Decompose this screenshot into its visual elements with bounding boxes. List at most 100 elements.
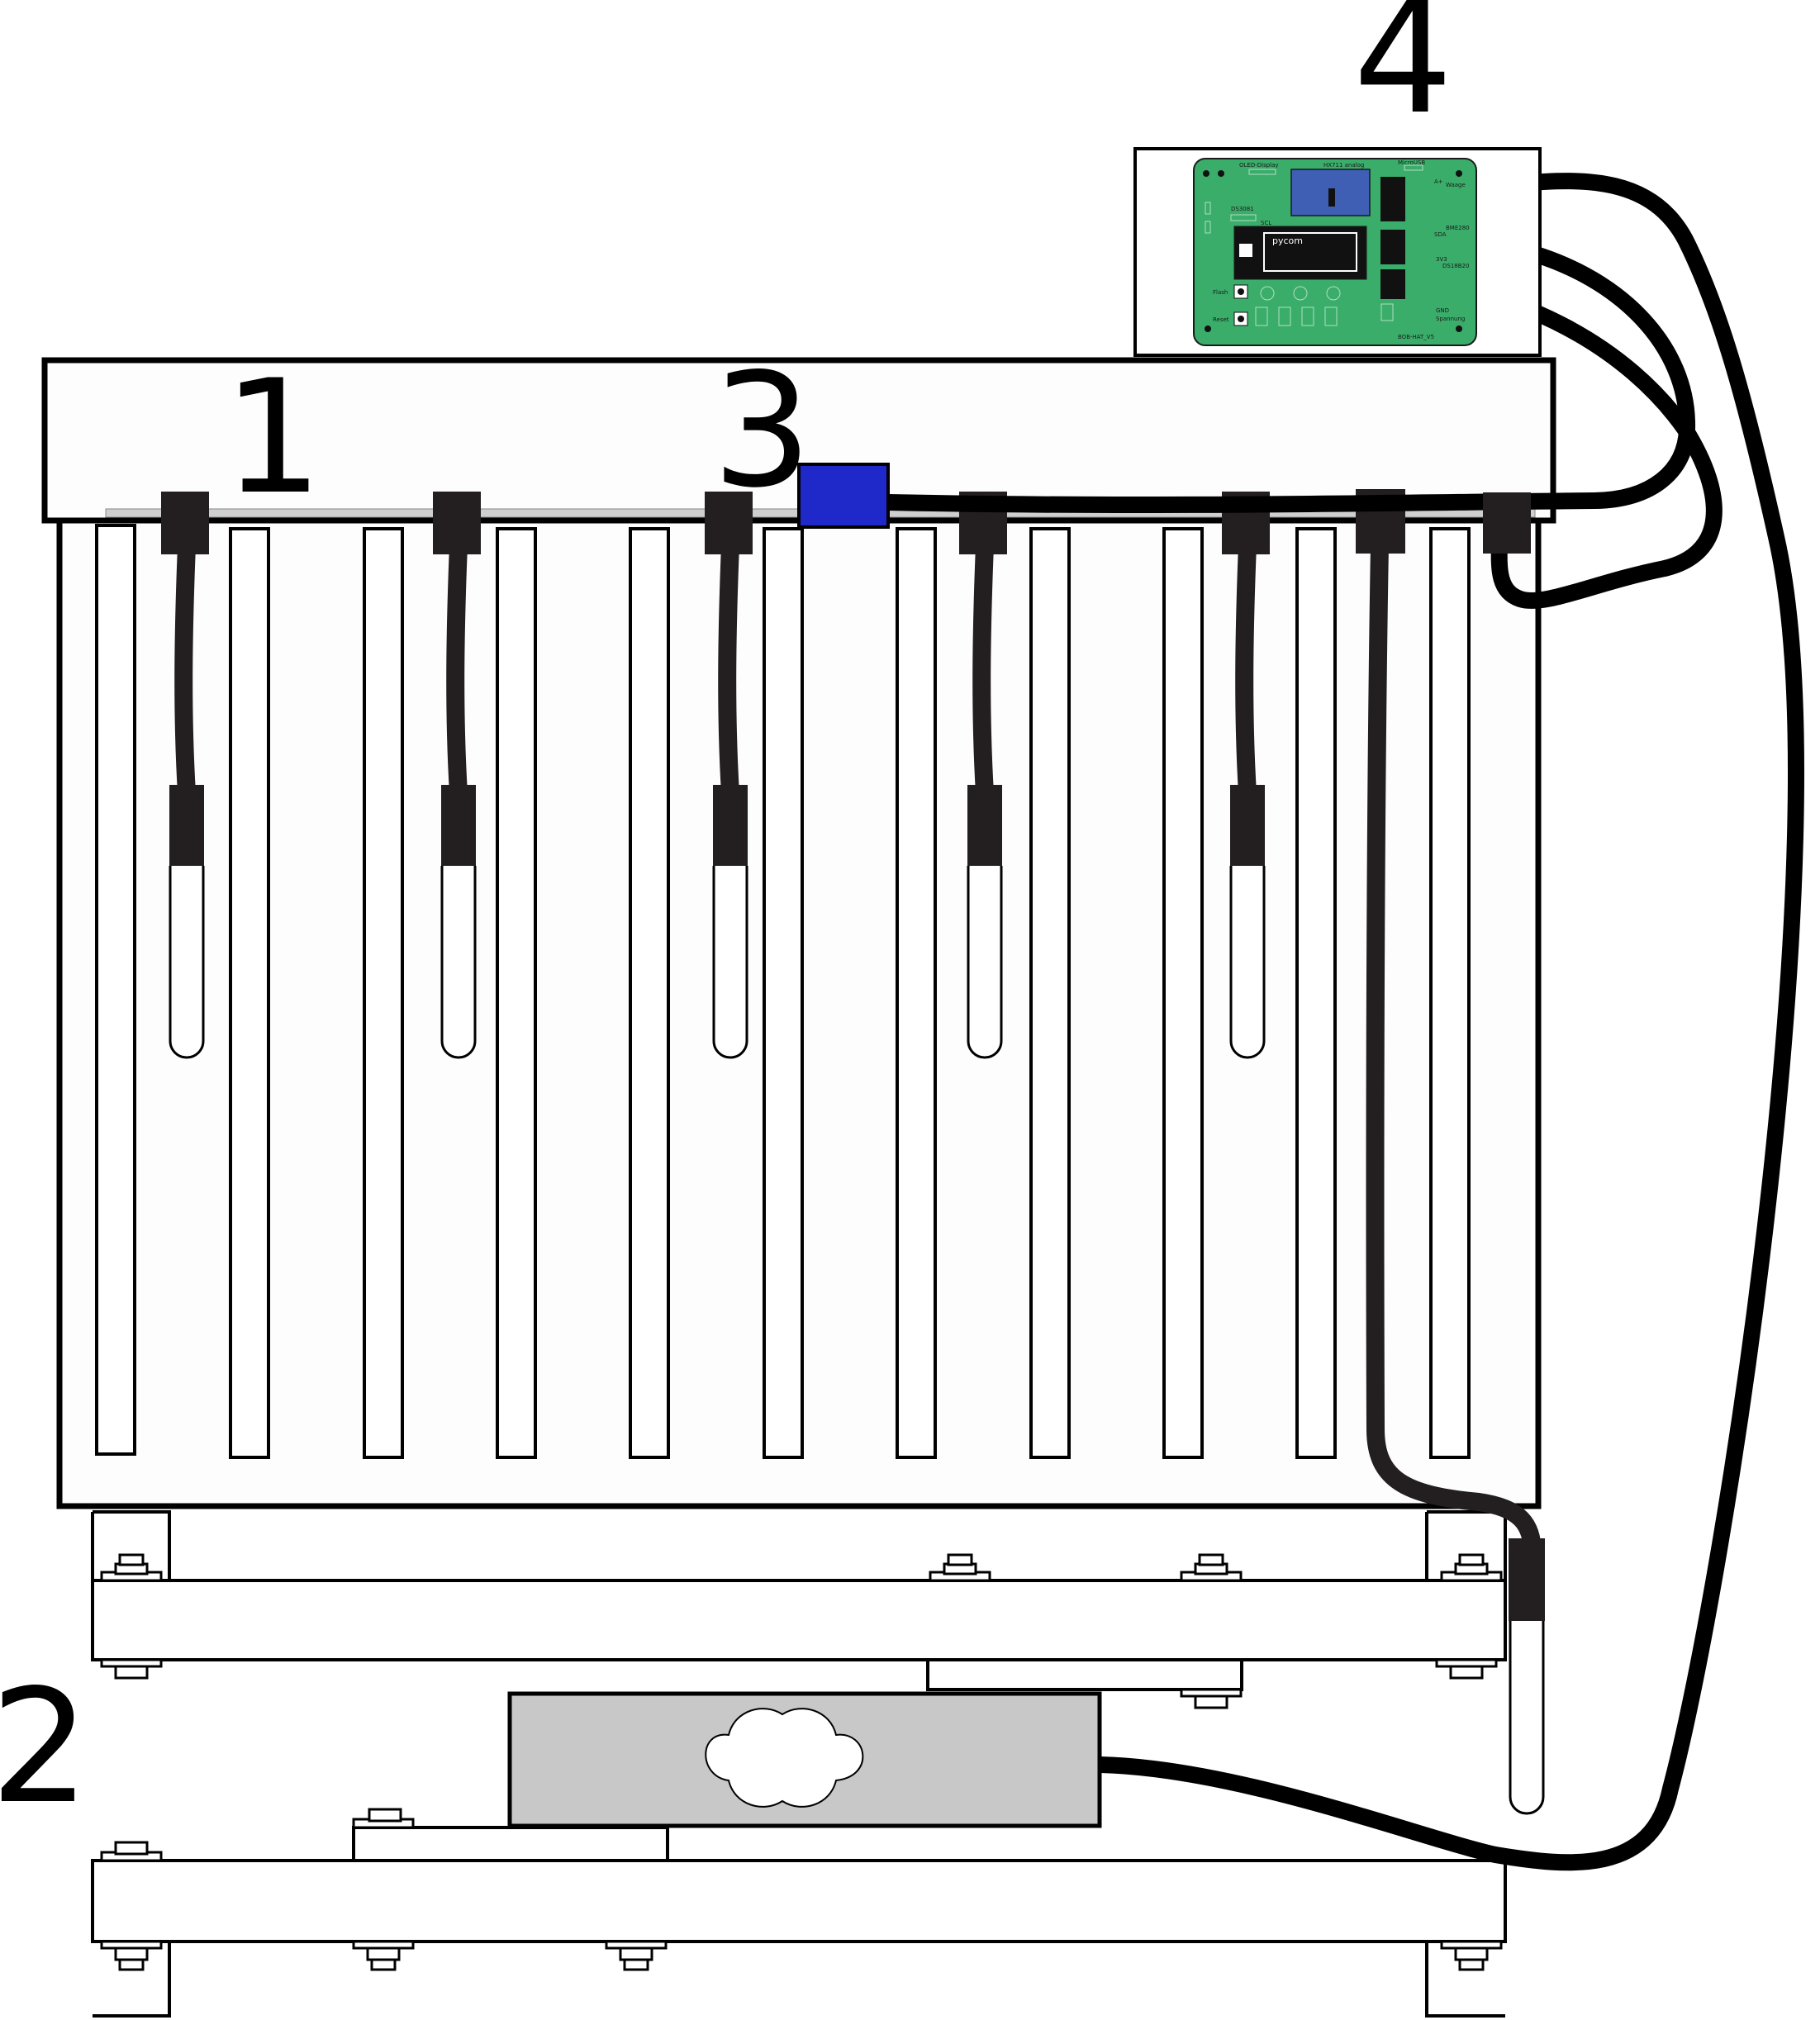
bolt: [100, 1940, 163, 1971]
outside-temperature-probe: [1356, 489, 1545, 1815]
frame: [95, 524, 136, 1456]
probe-clip: [705, 492, 753, 554]
probe-sleeve: [441, 785, 476, 866]
upper-spacer: [926, 1658, 1243, 1691]
bolt: [100, 1553, 163, 1582]
waage-connector: [1380, 177, 1405, 221]
frame: [1162, 527, 1204, 1459]
mount-hole: [1456, 326, 1462, 332]
hx711-chip: [1328, 188, 1335, 207]
scale: [91, 1510, 1507, 2018]
bolt: [1440, 1553, 1503, 1582]
bolt: [929, 1553, 991, 1582]
cable-connector-right: [1483, 492, 1531, 554]
frame: [1429, 527, 1471, 1459]
lower-scale-plate: [91, 1859, 1507, 1943]
temperature-probe: [433, 492, 481, 1059]
pycom-led: [1239, 244, 1252, 257]
pcb-label-hx711: HX711 analog: [1323, 162, 1364, 169]
probe-sleeve: [967, 785, 1002, 866]
pcb-label-bme280: BME280: [1446, 225, 1470, 231]
probe-cable: [446, 544, 468, 794]
foot-right: [1425, 1942, 1505, 2018]
temperature-probe: [1222, 492, 1270, 1059]
mount-hole: [1456, 170, 1462, 177]
mount-hole: [1203, 170, 1209, 177]
probe-cable: [1235, 544, 1257, 794]
callout-3: 3: [712, 340, 812, 522]
frame: [896, 527, 937, 1459]
blue-connector: [797, 463, 890, 529]
probe-tip: [440, 866, 477, 1059]
temperature-probe: [959, 492, 1007, 1059]
pcb-label-v33: 3V3: [1436, 256, 1447, 263]
probe-sleeve: [1230, 785, 1265, 866]
probe-sleeve: [169, 785, 204, 866]
probe-tip: [1509, 1621, 1545, 1815]
pcb-housing: OLED-Display HX711 analog MicroUSB A+ Wa…: [1133, 147, 1542, 357]
callout-2: 2: [0, 1656, 90, 1838]
probe-cable: [718, 544, 739, 794]
bolt: [1180, 1553, 1243, 1582]
probe-clip: [161, 492, 209, 554]
bolt: [605, 1940, 668, 1971]
load-cell-hole: [705, 1708, 864, 1808]
upper-bracket-left: [91, 1510, 171, 1580]
frame: [496, 527, 537, 1459]
probe-tip: [967, 866, 1003, 1059]
frame: [763, 527, 804, 1459]
pcb-label-version: BOB-HAT_V5: [1398, 334, 1434, 340]
bolt: [1440, 1940, 1503, 1971]
bolt: [100, 1658, 163, 1680]
frames: [95, 524, 1471, 1459]
bolt: [1180, 1688, 1243, 1709]
pcb-label-scl: SCL: [1261, 220, 1271, 226]
pcb-label-microusb: MicroUSB: [1398, 159, 1425, 166]
probe-tip: [169, 866, 205, 1059]
bolt: [100, 1841, 163, 1862]
temperature-probes: [161, 489, 1545, 1815]
probe-cable: [174, 544, 196, 794]
flash-button-dot: [1238, 288, 1244, 295]
upper-scale-plate: [91, 1579, 1507, 1661]
callout-4: 4: [1353, 0, 1453, 149]
pcb-label-flash: Flash: [1213, 289, 1228, 296]
mount-hole: [1205, 326, 1211, 332]
mount-hole: [1218, 170, 1224, 177]
pcb-components: [1205, 164, 1423, 326]
bolts: [100, 1553, 1503, 1971]
frame: [229, 527, 270, 1459]
pcb-label-spannung: Spannung: [1436, 316, 1465, 322]
pcb-label-oled: OLED-Display: [1239, 162, 1279, 169]
probe-cable: [972, 544, 994, 794]
pcb-label-gnd: GND: [1436, 307, 1449, 314]
pcb-label-reset: Reset: [1213, 316, 1229, 323]
reset-button-dot: [1238, 316, 1244, 322]
load-cell-cable: [1100, 173, 1804, 1871]
pcb-label-pycom: pycom: [1272, 235, 1303, 246]
pcb-label-ds18b20: DS18B20: [1442, 263, 1469, 269]
frame: [363, 527, 404, 1459]
bme280-connector: [1380, 230, 1405, 264]
callout-1: 1: [223, 346, 323, 529]
ds18b20-connector: [1380, 269, 1405, 299]
ds18b20-cable: [1404, 273, 1723, 609]
bolt: [352, 1808, 415, 1829]
frame: [1295, 527, 1337, 1459]
probe-tip: [1229, 866, 1266, 1059]
lower-spacer: [352, 1826, 669, 1862]
probe-tip: [712, 866, 748, 1059]
frame: [629, 527, 670, 1459]
pcb-label-waage: Waage: [1446, 182, 1466, 188]
pcb-label-ax: A+: [1434, 178, 1443, 185]
pcb-label-sda: SDA: [1434, 231, 1447, 238]
temperature-probe: [161, 492, 209, 1059]
temperature-probe: [705, 492, 753, 1059]
probe-sleeve: [1509, 1538, 1545, 1621]
bolt: [352, 1940, 415, 1971]
pycom-screen: [1263, 232, 1357, 272]
probe-sleeve: [713, 785, 748, 866]
probe-cable: [1366, 544, 1542, 1554]
bolt: [1435, 1658, 1498, 1680]
